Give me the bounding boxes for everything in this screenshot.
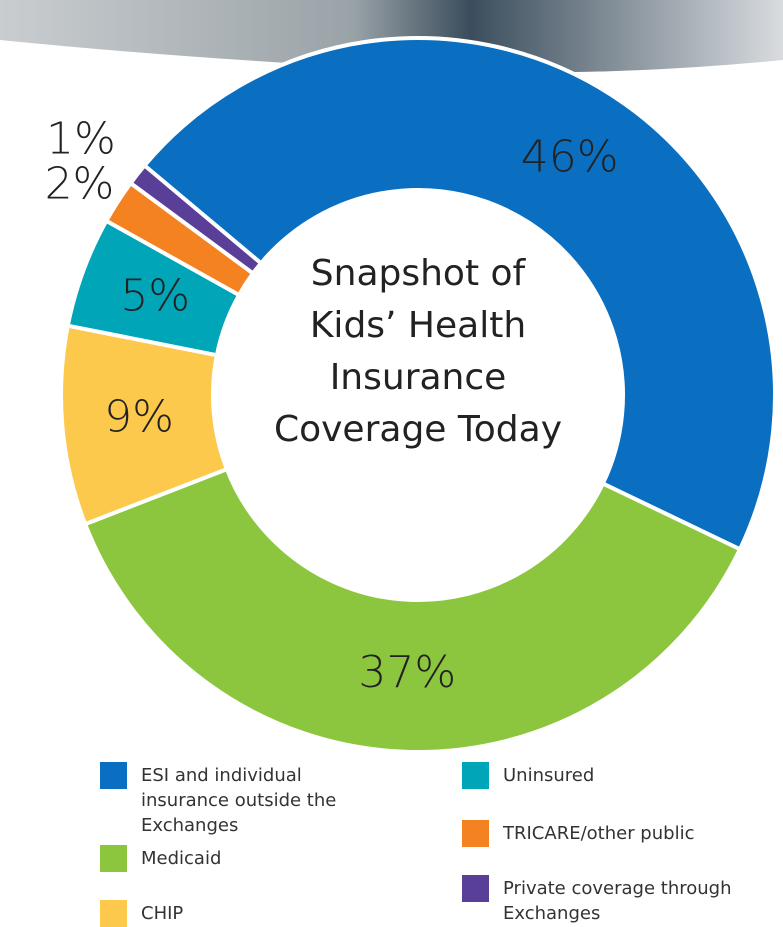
value-label: 37% — [358, 647, 456, 698]
legend-label: Uninsured — [503, 765, 595, 786]
header-photo — [0, 0, 783, 73]
legend-swatch — [100, 762, 127, 789]
legend-swatch — [100, 845, 127, 872]
value-label: 1% — [46, 113, 116, 164]
legend-label: Medicaid — [141, 848, 222, 869]
legend-swatch — [462, 762, 489, 789]
legend-label: TRICARE/other public — [503, 823, 695, 844]
legend-label: Private coverage through Exchanges — [503, 878, 732, 924]
value-label: 2% — [45, 158, 115, 209]
legend-swatch — [462, 875, 489, 902]
value-label: 5% — [120, 270, 190, 321]
donut-slice — [127, 162, 264, 277]
legend-swatch — [100, 900, 127, 927]
value-label: 9% — [104, 391, 174, 442]
legend-label: ESI and individual insurance outside the… — [141, 765, 337, 836]
legend-swatch — [462, 820, 489, 847]
value-label: 46% — [521, 132, 619, 183]
legend-label: CHIP — [141, 903, 184, 924]
donut-slice — [82, 466, 743, 754]
chart-title: Snapshot of Kids’ Health Insurance Cover… — [273, 253, 563, 450]
donut-slice — [141, 36, 777, 552]
